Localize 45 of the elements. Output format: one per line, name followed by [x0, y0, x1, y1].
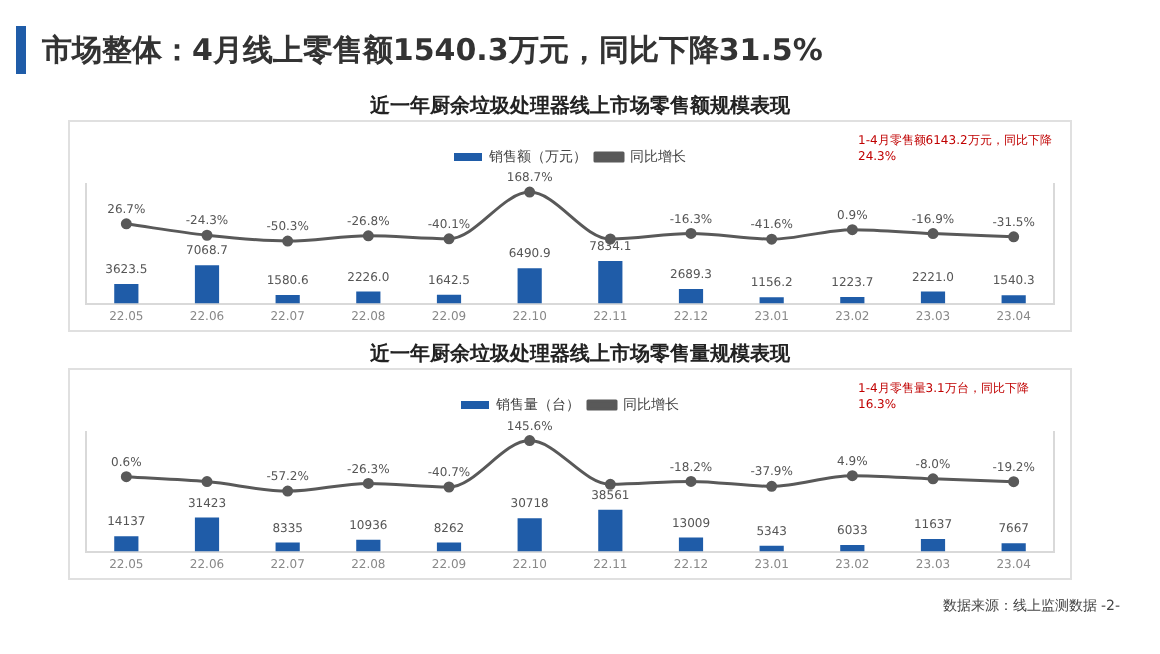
point: [1008, 231, 1020, 243]
point: [685, 227, 697, 239]
point: [524, 186, 536, 198]
text: 市场整体：4月线上零售额1540.3万元，同比下降31.5%: [42, 31, 823, 69]
bar: [114, 283, 139, 304]
bar: [275, 295, 300, 304]
bar: [598, 261, 623, 304]
point: [604, 478, 616, 490]
point: [685, 475, 697, 487]
point: [201, 476, 213, 488]
point: [282, 485, 294, 497]
point: [766, 233, 778, 245]
point: [766, 480, 778, 492]
point: [362, 477, 374, 489]
point: [362, 230, 374, 242]
point: [201, 229, 213, 241]
bar: [678, 288, 704, 304]
bar: [114, 536, 139, 552]
point: [1008, 476, 1020, 488]
bar: [920, 538, 946, 552]
bar: [356, 539, 381, 552]
chart-title: 近一年厨余垃圾处理器线上市场零售额规模表现: [368, 92, 792, 120]
point: [120, 471, 132, 483]
bar: [598, 509, 623, 552]
point: [927, 228, 939, 240]
bar: [517, 518, 542, 552]
chart-title: 近一年厨余垃圾处理器线上市场零售量规模表现: [368, 340, 792, 368]
bar: [194, 517, 220, 552]
bar: [840, 545, 865, 552]
point: [846, 224, 858, 236]
bar: [1001, 295, 1026, 304]
bar: [678, 537, 704, 552]
point: [927, 473, 939, 485]
bar: [1001, 543, 1026, 552]
bar: [194, 265, 220, 304]
bar: [517, 268, 542, 304]
point: [846, 470, 858, 482]
point: [443, 481, 455, 493]
bar: [920, 291, 946, 304]
point: [282, 235, 294, 247]
bar: [759, 297, 784, 304]
point: [524, 435, 536, 447]
point: [120, 218, 132, 230]
bar: [356, 291, 381, 304]
point: [443, 233, 455, 245]
